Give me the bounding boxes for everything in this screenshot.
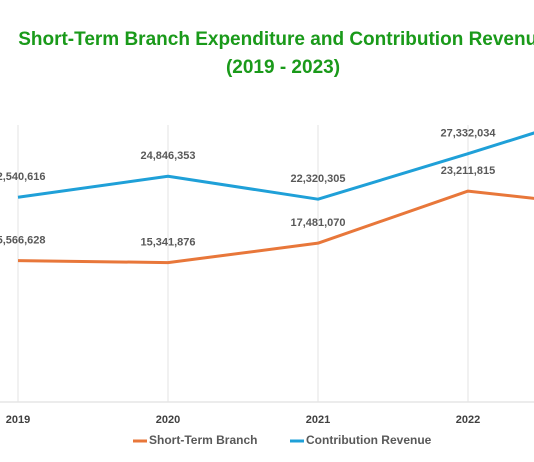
- chart-title: Short-Term Branch Expenditure and Contri…: [18, 29, 534, 50]
- x-tick-label: 2022: [456, 414, 480, 426]
- legend-label: Contribution Revenue: [306, 433, 432, 447]
- data-label: 22,320,305: [290, 173, 345, 185]
- data-label: 24,846,353: [140, 150, 195, 162]
- data-label: 17,481,070: [290, 217, 345, 229]
- data-label: 27,332,034: [440, 128, 496, 140]
- data-label: 23,211,815: [441, 165, 495, 177]
- data-label: 15,566,628: [0, 234, 46, 246]
- chart-subtitle: (2019 - 2023): [226, 57, 340, 78]
- x-tick-label: 2020: [156, 414, 180, 426]
- line: [17, 189, 534, 265]
- data-label: 15,341,876: [140, 237, 195, 249]
- x-tick-label: 2021: [306, 414, 330, 426]
- data-label: 22,540,616: [0, 171, 46, 183]
- line: [17, 131, 534, 201]
- legend-label: Short-Term Branch: [149, 433, 257, 447]
- x-tick-label: 2019: [6, 414, 30, 426]
